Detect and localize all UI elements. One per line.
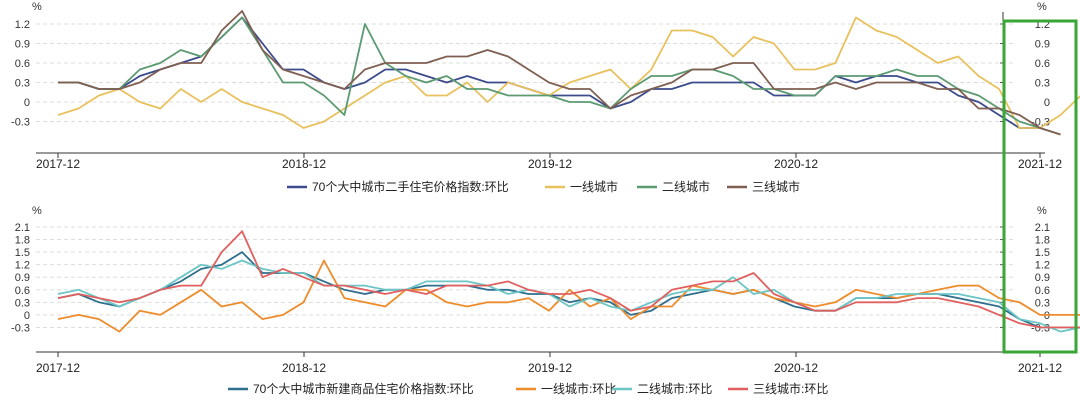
y-tick-label-left: 1.2 <box>15 260 30 272</box>
y-tick-label-left: 1.5 <box>15 247 30 259</box>
y-tick-label-right: 0.9 <box>1035 39 1050 51</box>
x-tick-label: 2017-12 <box>36 157 80 171</box>
highlight-box <box>1002 19 1078 354</box>
y-tick-label-left: 0.9 <box>15 39 30 51</box>
series-line-4 <box>58 10 1061 136</box>
x-tick-label: 2020-12 <box>774 361 818 375</box>
x-tick-label: 2018-12 <box>282 157 326 171</box>
y-tick-label-right: 0.3 <box>1035 297 1050 309</box>
y-tick-label-left: -0.3 <box>11 322 30 334</box>
y-tick-label-right: 0.6 <box>1035 58 1050 70</box>
y-tick-label-right: 1.5 <box>1035 247 1050 259</box>
legend: 70个大中城市二手住宅价格指数:环比 一线城市 二线城市 三线城市 <box>287 179 800 194</box>
legend-label: 二线城市 <box>662 179 710 194</box>
y-tick-label-right: 2.1 <box>1035 222 1050 234</box>
chart-panel-1: -0.3 -0.30 00.3 0.30.6 0.60.9 0.91.2 1.2% %2017… <box>11 1 1080 194</box>
y-tick-label-right: 1.8 <box>1035 235 1050 247</box>
y-tick-label-left: 0 <box>24 310 30 322</box>
legend-label: 70个大中城市新建商品住宅价格指数:环比 <box>253 381 474 396</box>
x-tick-label: 2018-12 <box>282 361 326 375</box>
x-tick-label: 2021-12 <box>1018 361 1062 375</box>
legend-label: 70个大中城市二手住宅价格指数:环比 <box>312 179 509 194</box>
y-tick-label-left: 0.6 <box>15 58 30 70</box>
series-line-3 <box>58 16 1061 136</box>
y-tick-label-left: 1.8 <box>15 235 30 247</box>
y-unit-label-right: % <box>1037 205 1047 217</box>
y-tick-label-left: 0.3 <box>15 297 30 309</box>
legend-label: 一线城市:环比 <box>541 381 616 396</box>
y-unit-label-right: % <box>1037 1 1047 13</box>
y-tick-label-left: 0.6 <box>15 285 30 297</box>
series-line-2 <box>57 16 1080 129</box>
y-tick-label-right: 0.9 <box>1035 272 1050 284</box>
series-line-1 <box>58 16 1040 129</box>
legend: 70个大中城市新建商品住宅价格指数:环比 一线城市:环比 二线城市:环比 三线城市:环… <box>228 381 828 396</box>
y-tick-label-left: 2.1 <box>15 222 30 234</box>
series-line-4 <box>57 230 1080 329</box>
y-tick-label-left: 0.9 <box>15 272 30 284</box>
y-tick-label-left: 0.3 <box>15 78 30 90</box>
y-unit-label-left: % <box>32 1 42 13</box>
y-tick-label-right: 0.3 <box>1035 78 1050 90</box>
legend-label: 二线城市:环比 <box>637 381 712 396</box>
legend-label: 三线城市:环比 <box>753 381 828 396</box>
x-tick-label: 2019-12 <box>528 157 572 171</box>
x-tick-label: 2021-12 <box>1018 157 1062 171</box>
y-tick-label-left: -0.3 <box>11 117 30 129</box>
series-line-2 <box>57 259 1080 333</box>
y-tick-label-right: 1.2 <box>1035 260 1050 272</box>
y-unit-label-left: % <box>32 205 42 217</box>
chart-panel-2: -0.3 -0.30 00.3 0.30.6 0.60.9 0.91.2 1.21.5 1.5… <box>11 205 1080 396</box>
y-tick-label-left: 0 <box>24 97 30 109</box>
x-tick-label: 2020-12 <box>774 157 818 171</box>
legend-label: 一线城市 <box>570 179 618 194</box>
y-tick-label-right: 0.6 <box>1035 285 1050 297</box>
series-line-3 <box>57 259 1080 333</box>
y-tick-label-right: 0 <box>1044 310 1050 322</box>
legend-label: 三线城市 <box>752 179 800 194</box>
y-tick-label-right: 0 <box>1044 97 1050 109</box>
y-tick-label-left: 1.2 <box>15 19 30 31</box>
x-tick-label: 2019-12 <box>528 361 572 375</box>
x-tick-label: 2017-12 <box>36 361 80 375</box>
